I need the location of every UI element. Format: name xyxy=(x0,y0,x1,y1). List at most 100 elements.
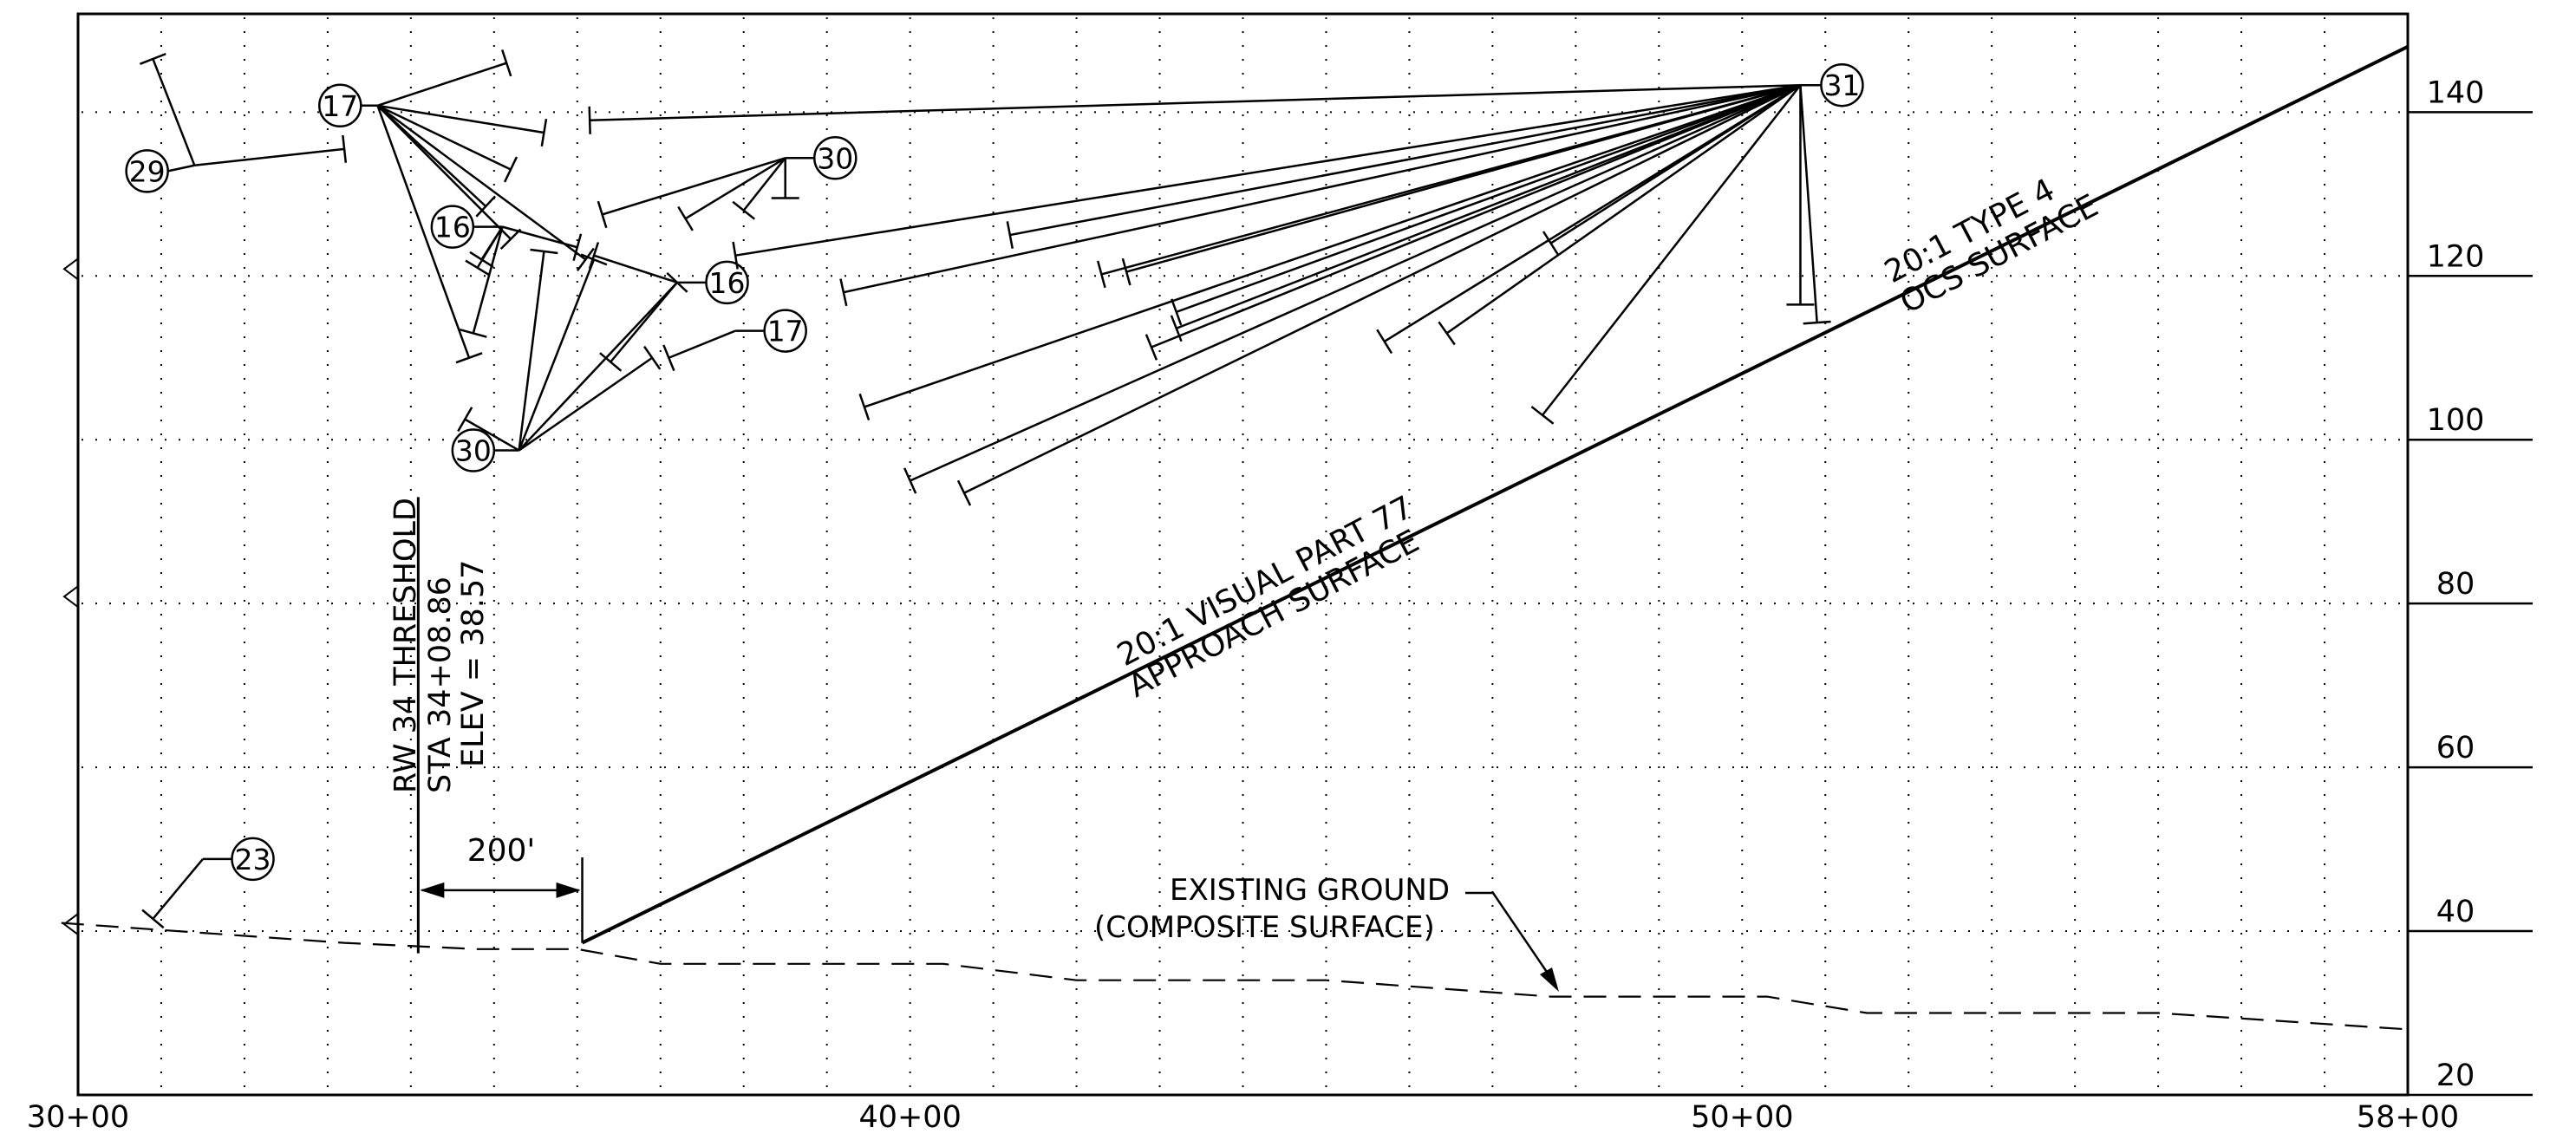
callout-number: 29 xyxy=(129,154,166,188)
obstruction-leader xyxy=(1799,85,1818,323)
station-tick-label: 30+00 xyxy=(27,1100,129,1135)
callout-circle xyxy=(1820,62,1864,107)
ground-leader-arrow xyxy=(1540,967,1559,992)
approach-surface xyxy=(581,44,2409,945)
obstruction-leader xyxy=(518,356,653,452)
obstruction-tick xyxy=(455,352,483,364)
callout-circle xyxy=(813,136,858,180)
obstruction-leader xyxy=(376,104,512,171)
plot-border xyxy=(76,12,2410,1097)
obstruction-leader xyxy=(1176,84,1801,329)
obstruction-leader xyxy=(590,83,1801,122)
station-labels: 30+00 40+00 50+00 58+00 xyxy=(27,1100,2459,1135)
left-edge-mark xyxy=(62,585,79,608)
left-edge-mark xyxy=(62,913,79,935)
callout-number: 16 xyxy=(709,266,746,300)
obstruction-tick xyxy=(465,259,490,277)
obstruction-leader xyxy=(472,226,504,334)
obstruction-tick xyxy=(1438,321,1456,346)
obstruction-tick xyxy=(499,228,522,250)
offset-dimension xyxy=(420,857,584,943)
callout-number: 23 xyxy=(235,843,271,876)
obstruction-leader xyxy=(518,282,678,452)
existing-ground-line xyxy=(61,922,2409,1031)
obstruction-tick xyxy=(642,345,662,370)
obstruction-tick xyxy=(1006,221,1014,250)
obstruction-tick xyxy=(501,49,512,77)
callout-number: 30 xyxy=(455,434,492,468)
callout-circle xyxy=(231,837,275,882)
threshold-label-line2: STA 34+08.86 xyxy=(423,577,458,793)
obstruction-tick xyxy=(1170,315,1183,342)
callout-circle xyxy=(763,309,807,353)
obstruction-tick xyxy=(597,200,608,229)
obstruction-tick xyxy=(1803,320,1831,325)
obstruction-leader xyxy=(376,104,512,240)
existing-ground-profile xyxy=(61,922,2409,1031)
threshold-label-line3: ELEV = 38.57 xyxy=(456,560,491,767)
obstruction-tick xyxy=(1542,231,1560,256)
elevation-tick-label: 60 xyxy=(2436,731,2475,765)
ground-leader xyxy=(1465,891,1554,980)
obstruction-tick xyxy=(342,134,348,163)
obstruction-tick xyxy=(460,329,487,338)
obstruction-tick xyxy=(1530,406,1555,425)
left-edge-marks xyxy=(62,257,79,935)
obstruction-tick xyxy=(469,251,494,269)
obstruction-tick xyxy=(839,278,848,307)
obstruction-tick xyxy=(732,241,739,270)
obstruction-tick xyxy=(540,118,548,147)
elevation-tick-label: 100 xyxy=(2427,403,2485,438)
obstruction-tick xyxy=(141,909,165,929)
obstruction-leader xyxy=(1125,83,1801,273)
obstruction-leader xyxy=(1445,84,1802,335)
station-tick-label: 50+00 xyxy=(1691,1100,1793,1135)
approach-surface-line xyxy=(581,44,2409,945)
obstruction-tick xyxy=(1376,329,1393,355)
obstruction-leader xyxy=(377,62,507,107)
obstruction-leader xyxy=(194,147,345,167)
obstruction-tick xyxy=(475,195,497,218)
left-edge-mark xyxy=(62,257,79,281)
callout-circle xyxy=(318,83,362,128)
obstruction-leader xyxy=(480,225,504,261)
obstruction-leader xyxy=(742,157,786,212)
obstruction-leader xyxy=(593,254,678,284)
obstruction-leader xyxy=(376,105,471,359)
elevation-scale: 20 40 60 80 100 120 140 xyxy=(2408,75,2533,1097)
obstruction-leader xyxy=(864,84,1801,408)
ground-label-line2: (COMPOSITE SURFACE) xyxy=(1094,910,1435,945)
station-tick-label: 58+00 xyxy=(2357,1100,2459,1135)
elevation-tick-label: 120 xyxy=(2427,239,2485,274)
obstruction-tick xyxy=(572,233,583,262)
obstruction-tick xyxy=(956,479,972,506)
ground-label-line1: EXISTING GROUND xyxy=(1170,873,1450,908)
obstruction-leader xyxy=(1549,84,1802,244)
obstruction-leader xyxy=(1541,84,1802,416)
obstruction-leader xyxy=(377,104,545,134)
obstruction-leader xyxy=(963,84,1802,494)
callout-circle xyxy=(125,149,169,193)
obstruction-tick xyxy=(140,52,166,65)
obstruction-tick xyxy=(732,200,756,220)
obstruction-leader xyxy=(910,84,1801,482)
obstruction-tick xyxy=(666,271,688,293)
obstruction-leader xyxy=(518,251,545,451)
obstruction-tick xyxy=(662,344,675,372)
obstruction-tick xyxy=(576,247,595,272)
obstruction-leader xyxy=(152,858,204,920)
obstruction-leader xyxy=(376,104,587,261)
plot-frame xyxy=(76,12,2410,1097)
dimension-label: 200' xyxy=(467,833,536,869)
obstruction-tick xyxy=(858,393,871,420)
obstruction-leader xyxy=(1176,84,1801,314)
obstruction-leader xyxy=(668,329,736,359)
obstruction-tick xyxy=(599,352,623,372)
elevation-tick-label: 80 xyxy=(2436,567,2475,602)
obstruction-leader xyxy=(1009,83,1801,237)
obstruction-tick xyxy=(677,205,694,231)
obstruction-leader xyxy=(464,418,520,452)
obstruction-tick xyxy=(1121,257,1131,286)
obstruction-leader xyxy=(152,58,196,166)
